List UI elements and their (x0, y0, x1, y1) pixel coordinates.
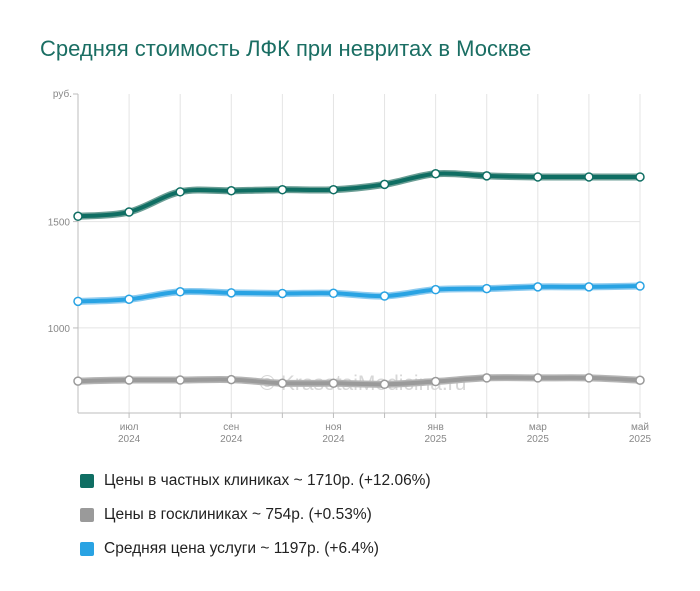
x-tick-label-year: 2025 (425, 434, 448, 445)
data-point-series-3 (124, 294, 134, 304)
data-point-series-1 (277, 184, 288, 195)
data-point-series-2 (481, 373, 492, 383)
data-point-series-3 (73, 296, 83, 307)
data-point-series-2 (328, 378, 339, 388)
data-point-series-3 (277, 288, 288, 299)
data-point-series-3 (430, 284, 441, 295)
data-point-series-2 (533, 373, 543, 383)
y-tick-label: 1000 (48, 324, 71, 335)
data-point-series-3 (533, 282, 543, 292)
data-point-series-3 (328, 288, 339, 299)
data-point-series-1 (226, 186, 237, 196)
legend-label: Средняя цена услуги ~ 1197р. (+6.4%) (104, 540, 379, 557)
series-line-casing-1 (74, 169, 644, 220)
line-chart: руб.10001500июл2024сен2024ноя2024янв2025… (48, 88, 652, 445)
y-axis-unit-label: руб. (53, 88, 72, 100)
x-tick-label-month: май (631, 422, 649, 433)
x-tick-label-month: ноя (325, 422, 342, 433)
data-point-series-2 (277, 378, 288, 388)
x-tick-label-year: 2024 (220, 434, 243, 445)
x-tick-label-month: янв (428, 422, 444, 433)
legend-label: Цены в госклиниках ~ 754р. (+0.53%) (104, 506, 372, 523)
series-line-3 (76, 284, 642, 304)
x-tick-label-month: мар (529, 422, 547, 433)
x-tick-label-month: сен (223, 422, 239, 433)
data-point-series-2 (124, 375, 134, 385)
legend-label: Цены в частных клиниках ~ 1710р. (+12.06… (104, 472, 431, 489)
data-point-series-1 (533, 172, 543, 182)
data-point-series-3 (481, 283, 492, 294)
data-point-series-1 (328, 184, 339, 195)
chart-title: Средняя стоимость ЛФК при невритах в Мос… (40, 36, 532, 61)
x-tick-label-year: 2024 (322, 434, 345, 445)
x-tick-label-year: 2025 (527, 434, 550, 445)
data-point-series-1 (584, 172, 594, 182)
data-point-series-3 (635, 281, 645, 291)
legend-swatch (80, 508, 94, 522)
legend-item: Средняя цена услуги ~ 1197р. (+6.4%) (80, 532, 431, 566)
data-point-series-1 (175, 187, 185, 197)
data-point-series-2 (379, 379, 390, 390)
x-tick-label-year: 2024 (118, 434, 141, 445)
data-point-series-3 (226, 288, 237, 298)
data-point-series-1 (379, 179, 390, 190)
x-tick-label-year: 2025 (629, 434, 652, 445)
data-point-series-3 (175, 287, 185, 297)
data-point-series-1 (124, 207, 134, 217)
data-point-series-2 (635, 375, 645, 385)
data-point-series-1 (481, 171, 492, 181)
data-point-series-2 (430, 376, 441, 387)
data-point-series-2 (584, 373, 594, 383)
data-point-series-3 (584, 282, 594, 292)
data-point-series-2 (73, 376, 83, 386)
chart-legend: Цены в частных клиниках ~ 1710р. (+12.06… (80, 464, 431, 566)
data-point-series-2 (226, 374, 237, 385)
data-point-series-2 (175, 375, 185, 385)
legend-swatch (80, 474, 94, 488)
data-point-series-1 (430, 169, 441, 179)
legend-swatch (80, 542, 94, 556)
legend-item: Цены в госклиниках ~ 754р. (+0.53%) (80, 498, 431, 532)
data-point-series-1 (635, 172, 645, 182)
x-tick-label-month: июл (120, 422, 139, 433)
y-tick-label: 1500 (48, 218, 71, 229)
data-point-series-1 (73, 211, 83, 222)
legend-item: Цены в частных клиниках ~ 1710р. (+12.06… (80, 464, 431, 498)
data-point-series-3 (379, 291, 390, 301)
